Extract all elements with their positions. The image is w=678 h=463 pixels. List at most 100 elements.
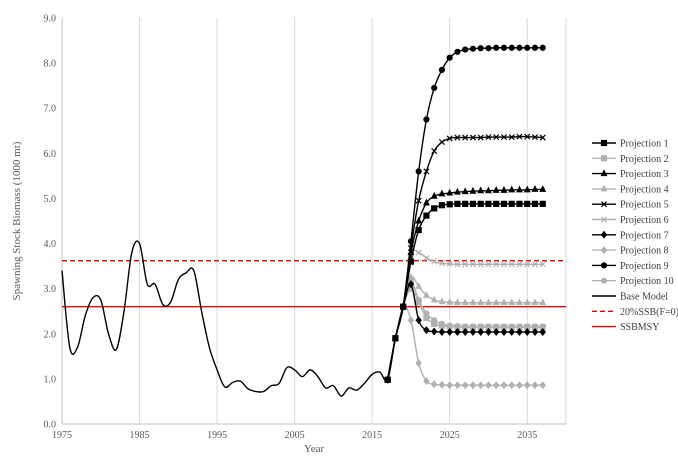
data-point — [516, 44, 523, 51]
data-point — [531, 381, 539, 390]
data-point — [531, 261, 539, 268]
data-point — [446, 327, 453, 336]
data-point — [539, 327, 546, 336]
data-point — [539, 134, 546, 141]
data-point — [508, 134, 515, 141]
data-point — [454, 134, 461, 141]
legend-item: SSBMSY — [592, 322, 659, 333]
data-point — [531, 298, 539, 306]
data-point — [477, 298, 485, 306]
y-tick-label: 0.0 — [44, 420, 57, 431]
y-tick-label: 9.0 — [44, 14, 57, 25]
data-point — [492, 381, 500, 390]
tick-labels: 1975 1985 1995 2005 2015 2025 2035 0.0 1.0 2.0 3.0… — [44, 14, 538, 442]
data-point — [415, 282, 423, 289]
data-point — [454, 200, 461, 207]
data-point — [415, 249, 422, 256]
x-tick-label: 2015 — [362, 430, 382, 441]
series-projection-8 — [384, 302, 546, 390]
legend-item: Base Model — [592, 292, 668, 303]
data-point — [431, 148, 438, 155]
data-point — [508, 200, 515, 207]
data-point — [423, 168, 430, 175]
data-point — [600, 184, 608, 192]
data-point — [415, 197, 422, 204]
legend-label: Projection 8 — [620, 246, 669, 257]
data-point — [485, 381, 492, 390]
data-point — [415, 168, 422, 175]
data-point — [454, 381, 461, 390]
legend-item: Projection 2 — [592, 154, 669, 165]
data-point — [539, 44, 546, 51]
data-point — [407, 316, 415, 325]
data-point — [477, 261, 484, 268]
data-point — [500, 261, 507, 268]
data-point — [485, 134, 492, 141]
data-point — [431, 258, 438, 265]
data-point — [407, 238, 415, 245]
data-point — [516, 327, 523, 336]
data-point — [477, 381, 484, 390]
data-point — [423, 254, 430, 262]
data-point — [462, 134, 469, 141]
data-point — [477, 45, 484, 52]
data-point — [485, 327, 492, 336]
data-point — [407, 280, 415, 289]
data-point — [462, 46, 469, 53]
data-point — [446, 54, 453, 61]
y-tick-label: 7.0 — [44, 104, 57, 115]
data-point — [523, 298, 531, 306]
legend-item: Projection 5 — [592, 200, 669, 211]
series-projection-9 — [384, 44, 546, 383]
data-point — [539, 261, 546, 268]
data-point — [430, 327, 438, 336]
data-point — [469, 45, 477, 52]
data-point — [469, 298, 477, 306]
data-point — [485, 186, 492, 194]
data-point — [524, 261, 531, 268]
data-point — [469, 134, 476, 141]
x-tick-label: 1995 — [207, 430, 227, 441]
legend-label: Projection 9 — [620, 261, 669, 272]
x-tick-label: 1985 — [130, 430, 150, 441]
data-point — [454, 298, 461, 306]
data-point — [485, 200, 492, 207]
data-point — [469, 381, 477, 390]
data-point — [438, 297, 446, 305]
data-point — [531, 185, 539, 192]
data-point — [438, 320, 446, 327]
data-point — [516, 261, 523, 268]
data-point — [485, 261, 492, 268]
data-point — [523, 327, 531, 336]
data-point — [508, 261, 515, 268]
data-point — [454, 327, 461, 336]
data-point — [461, 381, 469, 390]
y-axis-title: Spawning Stock Biomass (1000 mt) — [11, 141, 23, 300]
legend-item: Projection 8 — [592, 246, 669, 257]
data-point — [423, 212, 430, 219]
data-point — [438, 66, 446, 73]
data-point — [477, 186, 485, 194]
data-point — [469, 186, 477, 194]
data-point — [431, 84, 438, 92]
data-point — [524, 133, 531, 140]
data-point — [469, 327, 477, 336]
legend-label: Projection 10 — [620, 276, 674, 287]
data-point — [415, 359, 422, 368]
x-tick-label: 2025 — [440, 430, 460, 441]
series-line — [386, 249, 543, 380]
x-tick-label: 2035 — [517, 430, 537, 441]
x-tick-label: 1975 — [52, 430, 72, 441]
data-point — [461, 298, 469, 306]
legend-item: 20%SSB(F=0) — [592, 307, 678, 318]
data-point — [516, 298, 523, 306]
series-line — [61, 240, 404, 397]
legend-item: Projection 4 — [592, 184, 669, 195]
data-point — [516, 133, 523, 140]
data-point — [446, 260, 453, 267]
legend: Projection 1 Projection 2 Projection 3 Proj… — [592, 139, 678, 333]
data-point — [600, 169, 608, 177]
data-point — [446, 201, 453, 208]
